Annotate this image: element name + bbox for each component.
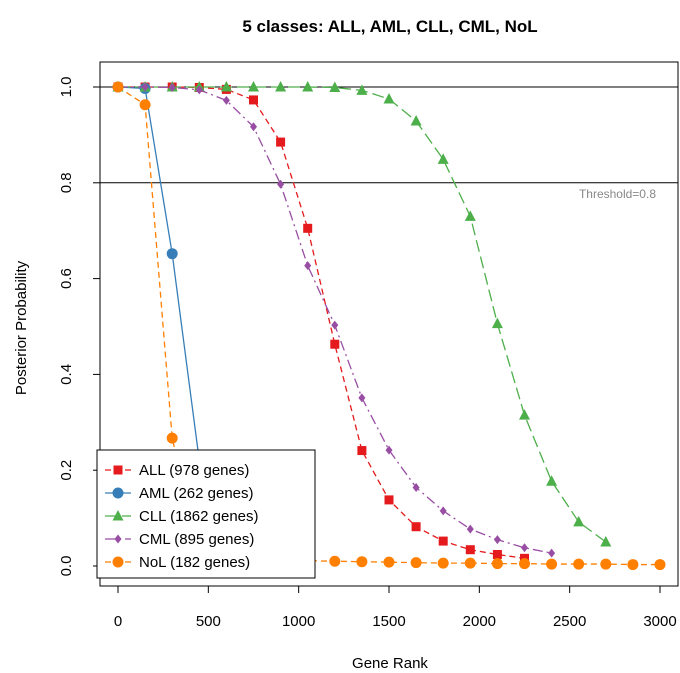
legend-label-aml: AML (262 genes) bbox=[139, 485, 254, 502]
data-point-cml bbox=[331, 320, 339, 330]
legend-label-all: ALL (978 genes) bbox=[139, 462, 249, 479]
data-point-cml bbox=[304, 261, 312, 271]
legend-marker-cml bbox=[114, 534, 122, 544]
data-point-all bbox=[492, 550, 502, 560]
data-point-nol bbox=[329, 555, 341, 567]
data-point-nol bbox=[573, 558, 585, 570]
x-tick-label: 2000 bbox=[463, 613, 496, 630]
data-point-cll bbox=[437, 153, 449, 164]
data-point-cml bbox=[521, 543, 528, 553]
x-axis-label: Gene Rank bbox=[352, 655, 428, 672]
data-point-cll bbox=[220, 81, 232, 92]
data-point-nol bbox=[464, 557, 476, 569]
legend-marker-all bbox=[113, 465, 123, 475]
legend-marker-nol bbox=[112, 556, 124, 568]
legend-label-cll: CLL (1862 genes) bbox=[139, 508, 259, 525]
data-point-nol bbox=[356, 556, 368, 568]
data-point-nol bbox=[600, 558, 612, 570]
data-point-cml bbox=[466, 524, 474, 534]
data-point-all bbox=[330, 339, 340, 349]
axes: 0 500 1000 1500 2000 2500 3000 0.0 0.2 0.4 0.6 0.8 1… bbox=[58, 61, 679, 630]
data-point-cml bbox=[168, 82, 176, 92]
y-tick-label: 0.0 bbox=[58, 556, 75, 577]
x-tick-label: 1000 bbox=[282, 613, 315, 630]
data-point-nol bbox=[410, 557, 422, 569]
data-point-cml bbox=[277, 179, 285, 189]
x-tick-label: 2500 bbox=[553, 613, 586, 630]
legend-label-nol: NoL (182 genes) bbox=[139, 554, 250, 571]
data-point-cml bbox=[493, 535, 501, 545]
data-point-cll bbox=[546, 475, 558, 486]
x-tick-label: 500 bbox=[196, 613, 221, 630]
legend-marker-cll bbox=[112, 510, 124, 521]
data-point-nol bbox=[654, 559, 666, 571]
data-point-cll bbox=[600, 536, 612, 547]
data-point-aml bbox=[166, 248, 178, 260]
data-point-all bbox=[465, 545, 475, 555]
data-point-cml bbox=[141, 82, 149, 92]
data-point-cll bbox=[464, 210, 476, 221]
legend: ALL (978 genes) AML (262 genes) CLL (1862 … bbox=[96, 449, 316, 579]
y-tick-label: 0.6 bbox=[58, 268, 75, 289]
data-point-all bbox=[357, 446, 367, 456]
legend-box bbox=[96, 449, 316, 579]
threshold-label: Threshold=0.8 bbox=[579, 187, 656, 201]
data-point-nol bbox=[491, 558, 503, 570]
data-point-nol bbox=[166, 432, 178, 444]
data-point-cml bbox=[250, 122, 257, 132]
data-point-cll bbox=[275, 81, 287, 92]
data-point-cml bbox=[548, 548, 556, 558]
data-point-all bbox=[438, 536, 448, 546]
data-point-nol bbox=[627, 559, 639, 571]
data-point-cml bbox=[358, 393, 366, 403]
data-point-cll bbox=[491, 317, 503, 329]
data-point-cll bbox=[356, 84, 368, 95]
data-point-nol bbox=[383, 556, 395, 568]
data-point-cml bbox=[222, 95, 230, 105]
y-axis-label: Posterior Probability bbox=[13, 260, 30, 395]
data-point-cml bbox=[385, 445, 393, 455]
data-point-cml bbox=[195, 85, 203, 95]
data-point-nol bbox=[139, 99, 151, 111]
data-point-cml bbox=[412, 482, 420, 492]
series-cml bbox=[114, 82, 556, 558]
data-point-all bbox=[384, 495, 394, 505]
x-tick-label: 3000 bbox=[643, 613, 676, 630]
data-point-cll bbox=[383, 92, 395, 104]
data-point-cll bbox=[519, 409, 530, 420]
data-point-all bbox=[303, 223, 313, 233]
data-point-nol bbox=[437, 557, 449, 569]
y-tick-label: 0.8 bbox=[58, 172, 75, 193]
chart-title: 5 classes: ALL, AML, CLL, CML, NoL bbox=[242, 17, 537, 36]
y-tick-label: 0.4 bbox=[58, 364, 75, 385]
legend-marker-aml bbox=[112, 487, 124, 499]
legend-label-cml: CML (895 genes) bbox=[139, 531, 254, 548]
data-point-all bbox=[276, 137, 286, 147]
data-point-nol bbox=[519, 558, 530, 570]
data-point-cll bbox=[329, 81, 341, 92]
data-point-all bbox=[249, 95, 258, 105]
x-tick-label: 0 bbox=[114, 613, 122, 630]
data-point-cll bbox=[410, 115, 422, 126]
data-point-nol bbox=[112, 81, 124, 93]
data-point-cll bbox=[573, 515, 585, 527]
data-point-cll bbox=[302, 81, 314, 92]
x-tick-label: 1500 bbox=[372, 613, 405, 630]
data-point-cml bbox=[439, 506, 447, 516]
data-point-nol bbox=[546, 558, 558, 570]
y-tick-label: 1.0 bbox=[58, 77, 75, 98]
data-point-all bbox=[411, 522, 421, 532]
y-tick-label: 0.2 bbox=[58, 460, 75, 481]
data-point-cll bbox=[248, 81, 259, 92]
